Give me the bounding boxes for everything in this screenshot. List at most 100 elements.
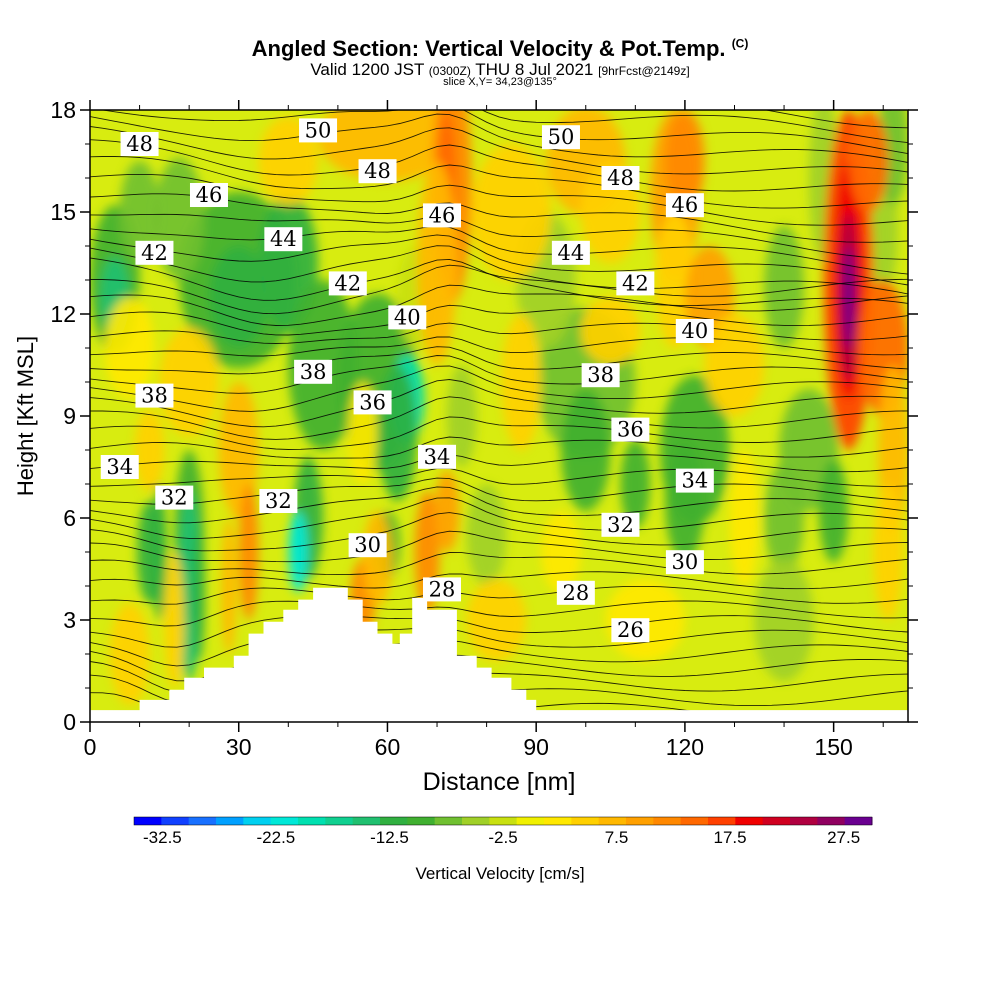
contour-label-box	[100, 455, 139, 479]
x-tick-label: 120	[666, 734, 704, 760]
contour-label-text: 36	[359, 390, 386, 414]
colorbar-swatch	[434, 817, 463, 825]
contour-label-box	[611, 618, 650, 643]
isentrope-line	[90, 234, 908, 286]
contour-label-text: 38	[587, 363, 614, 387]
contour-label: 44	[264, 227, 303, 252]
contour-label: 26	[611, 618, 650, 643]
velocity-cell	[151, 484, 167, 620]
contour-label-box	[675, 468, 714, 493]
colorbar-swatch	[571, 817, 600, 825]
colorbar-swatch	[270, 817, 299, 825]
contour-label: 38	[581, 363, 620, 388]
contour-label-text: 40	[394, 305, 421, 329]
colorbar-swatch	[243, 817, 272, 825]
velocity-cell	[620, 439, 651, 529]
colorbar-swatch	[653, 817, 682, 825]
contour-label-box	[294, 359, 333, 384]
contour-label-text: 34	[106, 455, 133, 479]
contour-label-text: 40	[681, 319, 708, 343]
colorbar-swatch	[626, 817, 654, 825]
isentrope-line	[90, 600, 908, 627]
x-tick-label: 30	[226, 734, 252, 760]
isentrope-line	[763, 110, 908, 129]
contour-label-text: 26	[617, 618, 644, 642]
contour-label: 48	[601, 166, 640, 190]
contour-label-text: 32	[265, 489, 292, 513]
chart-title: Angled Section: Vertical Velocity & Pot.…	[251, 36, 749, 61]
velocity-cell	[754, 558, 814, 682]
isentrope-line	[90, 139, 908, 192]
colorbar-swatch	[407, 817, 436, 825]
contour-label-box	[556, 580, 595, 605]
contour-label: 40	[675, 319, 714, 343]
contour-label-text: 34	[424, 445, 451, 469]
contour-label-text: 42	[141, 241, 168, 265]
colorbar-swatch	[516, 817, 545, 825]
isentrope-line	[90, 454, 908, 473]
x-tick-label: 90	[523, 734, 549, 760]
colorbar-tick-label: -32.5	[143, 828, 182, 847]
contour-label: 36	[611, 417, 650, 442]
colorbar-swatch	[352, 817, 381, 825]
y-tick-label: 15	[50, 199, 76, 225]
colorbar-tick-label: -12.5	[370, 828, 409, 847]
contour-label-box	[189, 183, 228, 207]
isentrope-line	[90, 552, 908, 576]
contour-label-box	[541, 125, 580, 150]
colorbar-swatch	[298, 817, 326, 825]
isentrope-line	[90, 257, 908, 307]
isentrope-line	[90, 322, 908, 344]
velocity-cell	[764, 463, 804, 573]
contour-label-text: 46	[196, 183, 223, 207]
isentrope-line	[90, 156, 908, 209]
velocity-cell	[848, 110, 889, 212]
contour-label-text: 28	[562, 581, 589, 605]
contour-label-box	[299, 118, 338, 143]
isentrope-line	[90, 336, 908, 357]
vertical-velocity-field	[90, 110, 908, 722]
contour-label-text: 30	[672, 550, 699, 574]
velocity-cell	[109, 603, 150, 705]
contour-label-text: 48	[126, 132, 153, 156]
colorbar-tick-label: 17.5	[713, 828, 747, 847]
contour-label: 30	[665, 550, 704, 575]
y-tick-label: 3	[63, 607, 76, 633]
colorbar-swatch	[489, 817, 518, 825]
y-tick-label: 0	[63, 709, 76, 735]
contour-label-box	[120, 132, 159, 156]
colorbar-swatch	[462, 817, 490, 825]
contour-label-text: 48	[364, 159, 391, 183]
contour-label: 32	[259, 489, 298, 513]
velocity-cell	[164, 552, 185, 688]
y-axis-label: Height [Kft MSL]	[13, 336, 38, 496]
colorbar-swatch	[188, 817, 217, 825]
x-tick-label: 0	[84, 734, 97, 760]
colorbar-swatch	[380, 817, 408, 825]
contour-label-box	[665, 550, 704, 575]
contour-label: 46	[665, 193, 704, 218]
isentrope-line	[90, 530, 908, 563]
colorbar-tick-label: -22.5	[256, 828, 296, 847]
contour-label: 28	[556, 580, 595, 605]
velocity-cell	[377, 365, 418, 501]
velocity-cell	[134, 409, 165, 491]
isentrope-line	[90, 126, 908, 175]
contour-label-text: 46	[672, 193, 699, 217]
isentrope-line	[90, 113, 908, 163]
isentrope-line	[90, 225, 908, 275]
colorbar-swatch	[735, 817, 764, 825]
colorbar-swatch	[134, 817, 162, 825]
contour-label: 28	[422, 577, 461, 602]
contour-label: 34	[418, 444, 457, 469]
velocity-cell	[193, 524, 206, 661]
isentrope-line	[90, 497, 908, 539]
contour-label-box	[616, 271, 655, 296]
contour-label: 42	[135, 241, 174, 265]
velocity-cell	[764, 225, 804, 348]
y-tick-label: 18	[50, 97, 76, 123]
velocity-cell	[221, 518, 237, 654]
isentrope-line	[90, 477, 908, 505]
y-tick-label: 9	[63, 403, 76, 429]
